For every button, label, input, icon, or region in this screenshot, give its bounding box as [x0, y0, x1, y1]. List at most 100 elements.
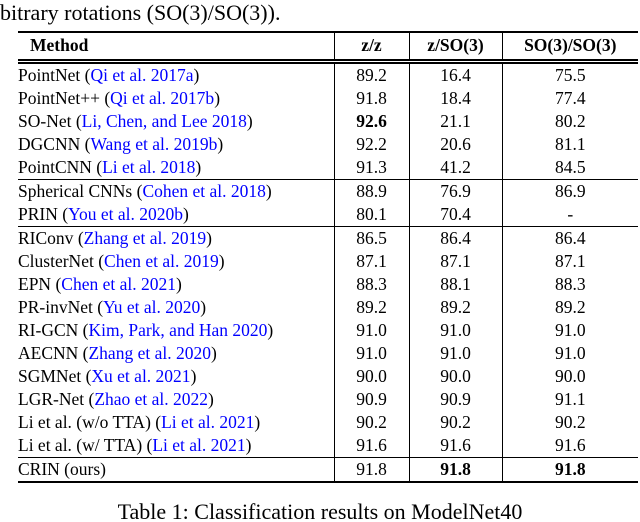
- citation-link[interactable]: Chen et al. 2019: [104, 251, 219, 271]
- table-row: ClusterNet (Chen et al. 2019) 87.1 87.1 87.…: [18, 250, 638, 273]
- value-cell: 91.0: [408, 319, 502, 342]
- method-cell: EPN (Chen et al. 2021): [18, 274, 182, 294]
- value-cell: 80.2: [501, 110, 638, 133]
- table-row: AECNN (Zhang et al. 2020) 91.0 91.0 91.0: [18, 342, 638, 365]
- method-cell: ClusterNet (Chen et al. 2019): [18, 251, 225, 271]
- table-caption: Table 1: Classification results on Model…: [117, 499, 523, 522]
- value-cell: 89.2: [333, 61, 409, 87]
- citation-link[interactable]: Qi et al. 2017a: [90, 65, 194, 85]
- value-cell: 80.1: [333, 203, 409, 227]
- method-name: CRIN (ours): [18, 459, 106, 479]
- value-cell: 90.0: [501, 365, 638, 388]
- value-cell: 91.0: [501, 342, 638, 365]
- table-row: PR-invNet (Yu et al. 2020) 89.2 89.2 89.2: [18, 296, 638, 319]
- citation-link[interactable]: Li et al. 2018: [102, 157, 196, 177]
- results-table-header-row: Method z/z z/SO(3) SO(3)/SO(3): [18, 31, 638, 64]
- citation-link[interactable]: Xu et al. 2021: [91, 366, 191, 386]
- value-cell: 90.2: [333, 411, 409, 434]
- method-cell: Spherical CNNs (Cohen et al. 2018): [18, 181, 272, 201]
- method-name: AECNN: [18, 343, 79, 363]
- method-cell: PR-invNet (Yu et al. 2020): [18, 297, 207, 317]
- table-row: Li et al. (w/ TTA) (Li et al. 2021) 91.6 9…: [18, 434, 638, 458]
- table-row: PointNet++ (Qi et al. 2017b) 91.8 18.4 77.4: [18, 87, 638, 110]
- citation-link[interactable]: Li, Chen, and Lee 2018: [81, 111, 247, 131]
- citation-link[interactable]: Wang et al. 2019b: [90, 134, 218, 154]
- value-cell: 91.8: [333, 457, 409, 482]
- value-cell: 87.1: [333, 250, 409, 273]
- value-cell: 87.1: [408, 250, 502, 273]
- citation-link[interactable]: Yu et al. 2020: [103, 297, 201, 317]
- value-cell: 86.4: [501, 226, 638, 250]
- citation-link[interactable]: Qi et al. 2017b: [110, 88, 215, 108]
- value-cell: 75.5: [501, 61, 638, 87]
- method-name: PointNet++: [18, 88, 100, 108]
- value-cell: 90.9: [333, 388, 409, 411]
- table-row: EPN (Chen et al. 2021) 88.3 88.1 88.3: [18, 273, 638, 296]
- citation-link[interactable]: Kim, Park, and Han 2020: [88, 320, 268, 340]
- value-cell: 91.0: [333, 319, 409, 342]
- value-cell: 92.6: [333, 110, 409, 133]
- method-cell: PRIN (You et al. 2020b): [18, 204, 189, 224]
- value-cell: 91.0: [333, 342, 409, 365]
- citation-link[interactable]: Li et al. 2021: [161, 412, 255, 432]
- method-cell: AECNN (Zhang et al. 2020): [18, 343, 217, 363]
- method-name: SGMNet: [18, 366, 82, 386]
- table-group-1: PointNet (Qi et al. 2017a) 89.2 16.4 75.5 Po…: [18, 61, 638, 180]
- value-cell: 86.5: [333, 226, 409, 250]
- column-header-z-z: z/z: [333, 31, 409, 64]
- column-header-method: Method: [18, 31, 334, 64]
- table-row: SO-Net (Li, Chen, and Lee 2018) 92.6 21.1 8…: [18, 110, 638, 133]
- citation-link[interactable]: Li et al. 2021: [152, 435, 246, 455]
- citation-link[interactable]: Zhao et al. 2022: [94, 389, 209, 409]
- method-name: RIConv: [18, 228, 74, 248]
- method-cell: RI-GCN (Kim, Park, and Han 2020): [18, 320, 274, 340]
- table-row: SGMNet (Xu et al. 2021) 90.0 90.0 90.0: [18, 365, 638, 388]
- value-cell: 91.1: [501, 388, 638, 411]
- table-group-2: Spherical CNNs (Cohen et al. 2018) 88.9 76…: [18, 179, 638, 227]
- value-cell: 21.1: [408, 110, 502, 133]
- method-name: SO-Net: [18, 111, 72, 131]
- method-cell: RIConv (Zhang et al. 2019): [18, 228, 212, 248]
- value-cell: 20.6: [408, 133, 502, 156]
- method-cell: SGMNet (Xu et al. 2021): [18, 366, 197, 386]
- method-cell: DGCNN (Wang et al. 2019b): [18, 134, 224, 154]
- method-name: ClusterNet: [18, 251, 94, 271]
- method-name: PointNet: [18, 65, 81, 85]
- value-cell: 92.2: [333, 133, 409, 156]
- value-cell: 88.9: [333, 179, 409, 203]
- table-row: LGR-Net (Zhao et al. 2022) 90.9 90.9 91.1: [18, 388, 638, 411]
- citation-link[interactable]: Zhang et al. 2020: [88, 343, 211, 363]
- value-cell: 90.0: [333, 365, 409, 388]
- method-name: PR-invNet: [18, 297, 93, 317]
- value-cell: 70.4: [408, 203, 502, 227]
- citation-link[interactable]: Cohen et al. 2018: [142, 181, 266, 201]
- table-row: RI-GCN (Kim, Park, and Han 2020) 91.0 91.0…: [18, 319, 638, 342]
- value-cell: 76.9: [408, 179, 502, 203]
- method-name: LGR-Net: [18, 389, 85, 409]
- value-cell: 88.3: [333, 273, 409, 296]
- value-cell: -: [501, 203, 638, 227]
- method-cell: PointCNN (Li et al. 2018): [18, 157, 202, 177]
- value-cell: 88.3: [501, 273, 638, 296]
- citation-link[interactable]: You et al. 2020b: [68, 204, 183, 224]
- method-cell: PointNet (Qi et al. 2017a): [18, 65, 200, 85]
- value-cell: 81.1: [501, 133, 638, 156]
- value-cell: 91.8: [333, 87, 409, 110]
- method-name: Li et al. (w/ TTA): [18, 435, 143, 455]
- value-cell: 89.2: [333, 296, 409, 319]
- citation-link[interactable]: Chen et al. 2021: [61, 274, 176, 294]
- method-name: Spherical CNNs: [18, 181, 133, 201]
- value-cell: 91.6: [501, 434, 638, 458]
- value-cell: 87.1: [501, 250, 638, 273]
- value-cell: 90.0: [408, 365, 502, 388]
- value-cell: 91.6: [333, 434, 409, 458]
- value-cell: 86.4: [408, 226, 502, 250]
- method-cell: LGR-Net (Zhao et al. 2022): [18, 389, 214, 409]
- value-cell: 91.3: [333, 156, 409, 180]
- results-table: Method z/z z/SO(3) SO(3)/SO(3) PointNet (Qi…: [18, 31, 638, 483]
- method-name: PRIN: [18, 204, 58, 224]
- table-row: Spherical CNNs (Cohen et al. 2018) 88.9 76…: [18, 179, 638, 203]
- method-cell: SO-Net (Li, Chen, and Lee 2018): [18, 111, 253, 131]
- citation-link[interactable]: Zhang et al. 2019: [83, 228, 207, 248]
